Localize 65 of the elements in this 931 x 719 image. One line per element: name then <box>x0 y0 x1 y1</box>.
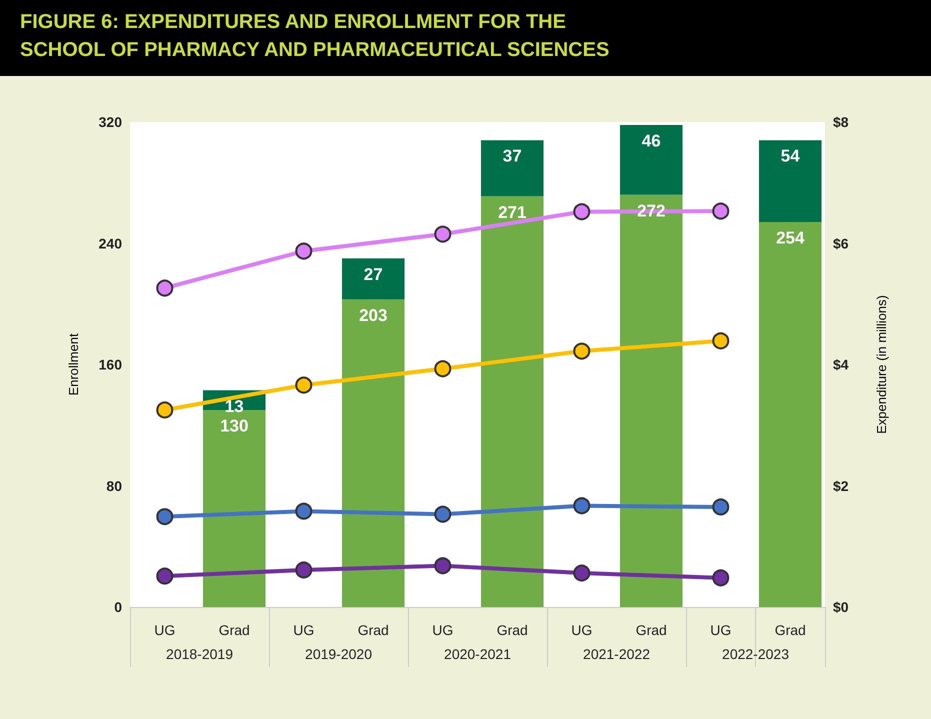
point <box>712 202 730 220</box>
point <box>712 332 730 350</box>
text: 2020-2021 <box>444 646 512 662</box>
x-tick-label: UG <box>432 622 454 638</box>
x-tick-label: Grad <box>636 622 667 638</box>
point <box>434 226 452 243</box>
y2-tick-label: $0 <box>833 599 849 615</box>
data-label: 46 <box>642 132 661 151</box>
point <box>295 376 312 394</box>
y2-tick-label: $8 <box>833 114 849 130</box>
bar <box>620 194 683 607</box>
bar <box>480 196 544 607</box>
data-label: 203 <box>359 306 388 325</box>
x-tick-label: UG <box>710 622 732 638</box>
data-label: 37 <box>502 146 522 166</box>
point <box>434 360 452 378</box>
data-label: 271 <box>498 202 526 222</box>
y-tick-label: 160 <box>98 356 122 372</box>
x-tick-label: UG <box>293 622 314 638</box>
x-tick-label: Grad <box>774 622 806 638</box>
point <box>434 557 452 574</box>
y2-axis-title: Expenditure (in millions) <box>874 295 889 434</box>
text: 2018-2019 <box>166 646 234 662</box>
point <box>295 242 312 260</box>
point <box>156 280 174 297</box>
x-tick-label: Grad <box>358 622 389 638</box>
data-label: 13 <box>224 396 244 416</box>
x-tick-label: UG <box>571 622 592 638</box>
x-tick-label: UG <box>154 622 176 638</box>
y2-tick-label: $6 <box>833 235 849 252</box>
point <box>156 568 174 585</box>
y2-tick-label: $2 <box>833 478 849 494</box>
bar <box>480 140 544 196</box>
point <box>156 401 174 418</box>
y-axis-title: Enrollment <box>66 333 81 396</box>
y-tick-label: 80 <box>106 478 122 494</box>
y-tick-label: 240 <box>98 235 122 252</box>
chart-title: FIGURE 6: EXPENDITURES AND ENROLLMENT FOR THE SCHOOL OF PHARMACY AND PHARMACEUTICAL SCIENCES <box>20 10 610 63</box>
text: 2021-2022 <box>583 646 650 662</box>
point <box>295 562 312 579</box>
point <box>573 342 590 360</box>
y-tick-label: 320 <box>98 114 122 130</box>
point <box>156 508 174 526</box>
point <box>295 502 312 520</box>
point <box>712 498 730 516</box>
y2-tick-label: $4 <box>833 356 849 372</box>
bar <box>758 140 822 222</box>
bar <box>620 125 683 195</box>
point <box>712 569 730 586</box>
point <box>573 564 590 582</box>
data-label: 27 <box>364 264 383 284</box>
text: 2022-2023 <box>722 646 790 662</box>
data-label: 54 <box>780 146 800 166</box>
bar <box>342 299 405 607</box>
text: 2019-2020 <box>305 646 372 662</box>
y-tick-label: 0 <box>114 599 122 615</box>
point <box>573 203 590 220</box>
bar <box>342 258 405 300</box>
data-label: 254 <box>776 228 805 248</box>
data-label: 130 <box>220 416 248 436</box>
bar <box>758 222 822 607</box>
x-tick-label: Grad <box>496 622 528 638</box>
x-tick-label: Grad <box>218 622 250 638</box>
point <box>434 506 452 523</box>
point <box>573 497 590 514</box>
